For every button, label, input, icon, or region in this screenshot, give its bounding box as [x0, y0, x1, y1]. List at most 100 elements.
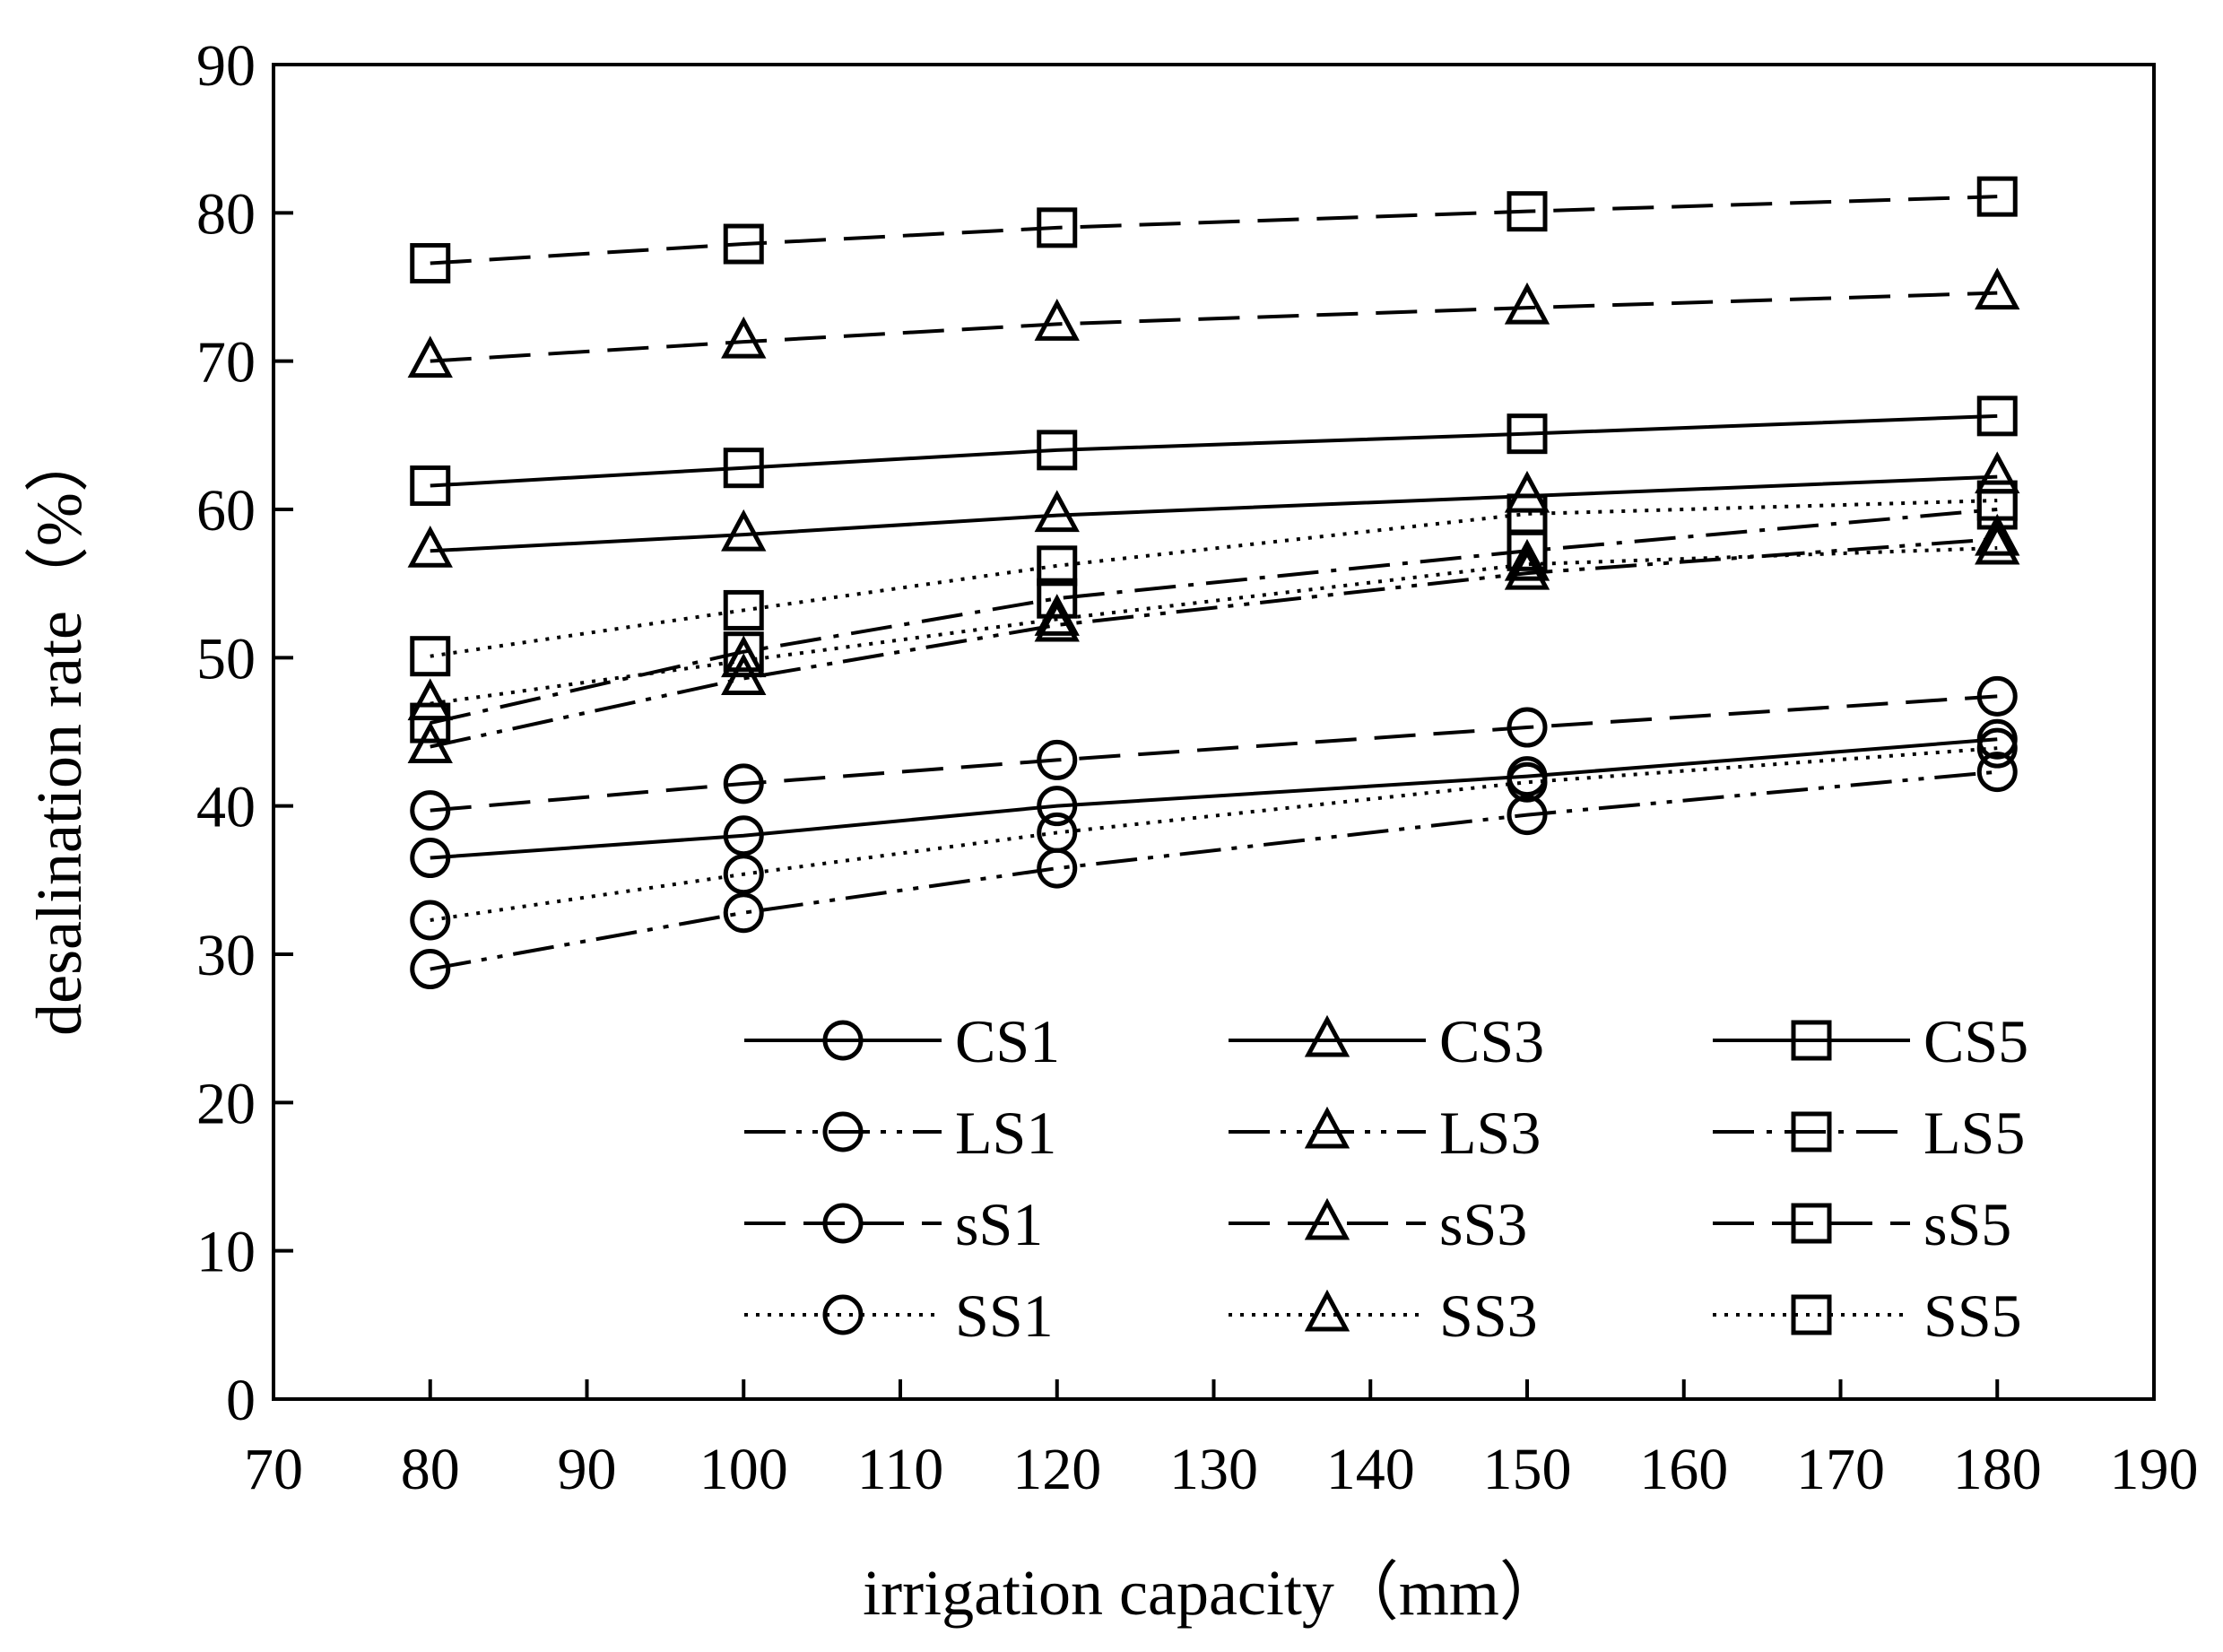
series-line-CS5 [430, 413, 1998, 488]
data-point-sS5 [1507, 191, 1548, 232]
data-point-LS1 [1507, 795, 1548, 836]
data-point-sS5 [1037, 207, 1078, 248]
data-point-SS3 [721, 635, 767, 678]
data-point-sS3 [1975, 267, 2020, 310]
legend-item-sS5: sS5 [1713, 1190, 2011, 1258]
data-point-sS1 [1507, 707, 1548, 748]
legend-marker [822, 1111, 864, 1152]
data-point-CS5 [1037, 430, 1078, 471]
x-tick-label: 180 [1953, 1437, 2042, 1502]
legend-label: LS3 [1439, 1099, 1541, 1167]
series-line-SS3 [430, 545, 1998, 706]
data-point-CS1 [723, 815, 764, 856]
series-line-LS3 [430, 537, 1998, 749]
x-tick-label: 160 [1639, 1437, 1728, 1502]
data-point-CS3 [407, 526, 453, 568]
series-LS5 [410, 489, 2018, 743]
y-tick-label: 30 [196, 923, 256, 988]
data-point-CS5 [410, 465, 451, 507]
series-sS3 [407, 267, 2020, 378]
series-LS1 [410, 752, 2018, 990]
data-point-LS3 [1034, 599, 1080, 642]
legend-item-sS1: sS1 [744, 1190, 1043, 1258]
x-tick-label: 130 [1169, 1437, 1258, 1502]
legend-label: sS1 [955, 1190, 1043, 1258]
data-point-sS3 [1034, 299, 1080, 341]
legend-item-CS5: CS5 [1713, 1007, 2028, 1075]
x-tick-label: 100 [699, 1437, 788, 1502]
plot-frame [272, 63, 2156, 1401]
series-line-sS3 [430, 291, 1998, 363]
legend-item-SS1: SS1 [744, 1282, 1054, 1350]
data-point-sS5 [723, 223, 764, 265]
legend-item-CS3: CS3 [1229, 1007, 1544, 1075]
legend-label: LS1 [955, 1099, 1056, 1167]
series-CS5 [410, 396, 2018, 507]
data-point-LS1 [1976, 752, 2018, 793]
data-point-SS1 [1507, 761, 1548, 803]
legend-item-sS3: sS3 [1229, 1190, 1527, 1258]
x-tick-label: 80 [401, 1437, 460, 1502]
legend-label: LS5 [1923, 1099, 2025, 1167]
data-point-CS1 [410, 838, 451, 879]
legend-marker [1791, 1111, 1832, 1152]
data-point-CS5 [1976, 396, 2018, 437]
y-tick-label: 90 [196, 33, 256, 99]
x-tick-label: 110 [857, 1437, 944, 1502]
series-line-sS5 [430, 195, 1998, 265]
data-point-LS5 [410, 702, 451, 743]
series-line-SS5 [430, 499, 1998, 658]
data-point-CS5 [1507, 413, 1548, 455]
data-point-SS3 [1034, 594, 1080, 636]
data-point-SS1 [1037, 812, 1078, 853]
data-point-SS5 [1976, 480, 2018, 521]
y-tick-label: 20 [196, 1071, 256, 1136]
data-point-sS1 [1037, 739, 1078, 780]
data-point-SS3 [1975, 522, 2020, 565]
series-line-CS1 [430, 737, 1998, 860]
legend-item-SS3: SS3 [1229, 1282, 1538, 1350]
x-axis-ticks: 70 80 90 100 110 120 130 140 150 160 170 180 190 [244, 1379, 2199, 1502]
x-tick-label: 170 [1796, 1437, 1885, 1502]
data-point-CS3 [1034, 490, 1080, 533]
data-point-sS3 [721, 316, 767, 359]
data-point-CS3 [1504, 470, 1550, 513]
y-tick-label: 70 [196, 330, 256, 396]
series-SS5 [410, 480, 2018, 677]
series-SS1 [410, 727, 2018, 941]
data-point-CS3 [721, 509, 767, 552]
data-point-LS3 [407, 721, 453, 764]
data-point-SS1 [723, 854, 764, 895]
data-point-LS5 [1037, 578, 1078, 619]
series-line-SS1 [430, 746, 1998, 922]
legend-label: SS5 [1923, 1282, 2022, 1350]
legend-marker [822, 1203, 864, 1244]
data-point-sS3 [1504, 282, 1550, 325]
legend-marker [1304, 1106, 1350, 1149]
data-point-CS3 [1975, 451, 2020, 494]
series-CS3 [407, 451, 2020, 568]
series-CS1 [410, 718, 2018, 879]
legend-marker [1304, 1197, 1350, 1240]
data-point-LS1 [410, 949, 451, 990]
legend-label: sS5 [1923, 1190, 2011, 1258]
y-tick-label: 10 [196, 1220, 256, 1285]
y-tick-label: 60 [196, 478, 256, 543]
data-point-sS1 [1976, 675, 2018, 717]
series-line-LS1 [430, 769, 1998, 971]
legend-item-LS3: LS3 [1229, 1099, 1541, 1167]
data-point-SS3 [1504, 538, 1550, 581]
data-point-sS5 [410, 243, 451, 284]
data-point-SS5 [1507, 493, 1548, 535]
data-point-LS3 [1975, 513, 2020, 556]
data-point-SS1 [410, 900, 451, 941]
legend-label: SS1 [955, 1282, 1054, 1350]
y-tick-label: 80 [196, 181, 256, 247]
series-line-sS1 [430, 694, 1998, 813]
x-tick-label: 90 [558, 1437, 617, 1502]
legend: CS1 CS3 CS5 LS1 LS3 LS5 sS1 sS3 sS5 SS1 SS3 SS5 [744, 1007, 2028, 1350]
legend-label: CS1 [955, 1007, 1060, 1075]
x-tick-label: 120 [1012, 1437, 1101, 1502]
y-tick-label: 0 [226, 1368, 256, 1433]
